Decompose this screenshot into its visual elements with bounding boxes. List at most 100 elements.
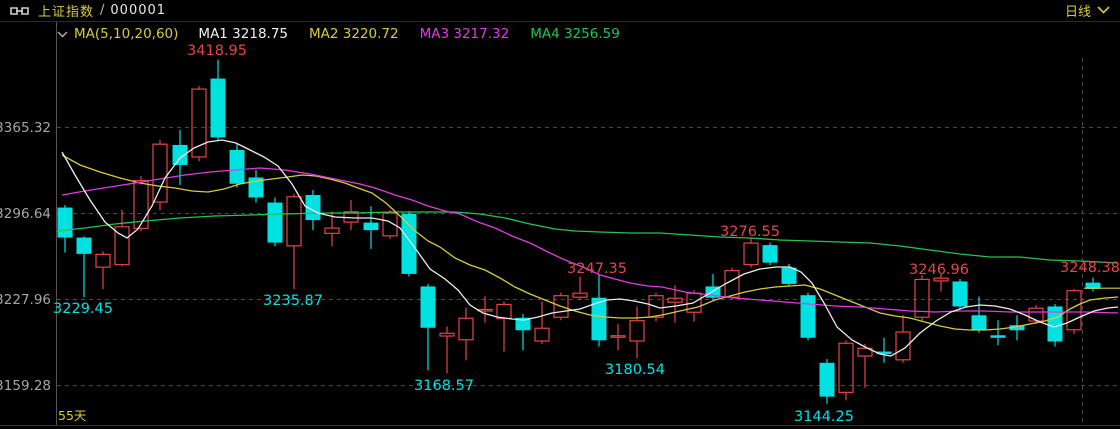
- candle-body-up: [724, 270, 740, 298]
- legend-ma2: MA2 3220.72: [309, 26, 399, 42]
- candle-body-up: [286, 196, 302, 247]
- candle-body-up: [895, 331, 911, 361]
- price-annotation: 3418.95: [187, 43, 247, 59]
- candle[interactable]: [534, 301, 550, 345]
- candle[interactable]: [743, 238, 759, 268]
- legend-group-label[interactable]: MA(5,10,20,60): [74, 26, 179, 42]
- candle-body-up: [553, 295, 569, 318]
- candle[interactable]: [458, 307, 474, 361]
- price-annotation: 3235.87: [263, 293, 323, 309]
- candle[interactable]: [876, 337, 892, 363]
- candle[interactable]: [838, 340, 854, 401]
- candle[interactable]: [363, 206, 379, 249]
- candle[interactable]: [1047, 303, 1063, 347]
- candle-body-up: [382, 212, 398, 237]
- candle[interactable]: [629, 306, 645, 359]
- candle[interactable]: [343, 200, 359, 231]
- price-annotation: 3247.35: [567, 261, 627, 277]
- candle-body-down: [971, 315, 987, 331]
- candle[interactable]: [952, 278, 968, 309]
- candle[interactable]: [439, 326, 455, 374]
- y-axis-label: 3159.28: [0, 378, 51, 394]
- candle[interactable]: [76, 236, 92, 298]
- candle-body-up: [572, 292, 588, 298]
- candle-body-down: [705, 286, 721, 298]
- candle-body-down: [1047, 306, 1063, 342]
- candle-body-down: [952, 281, 968, 307]
- candle[interactable]: [401, 211, 417, 277]
- ma-line-ma5: [61, 139, 1119, 357]
- instrument-name[interactable]: 上证指数: [38, 5, 95, 20]
- candle[interactable]: [133, 176, 149, 232]
- price-annotation: 3229.45: [53, 301, 113, 317]
- chevron-down-icon[interactable]: [1097, 3, 1110, 18]
- candle-body-down: [762, 245, 778, 263]
- candle-body-down: [210, 78, 226, 138]
- candle[interactable]: [933, 273, 949, 292]
- candle[interactable]: [191, 86, 207, 162]
- candle[interactable]: [477, 296, 493, 323]
- candle-body-up: [133, 179, 149, 229]
- candle[interactable]: [248, 169, 264, 203]
- candle-body-up: [191, 88, 207, 158]
- candle-body-down: [591, 297, 607, 341]
- candle-body-down: [267, 202, 283, 243]
- candle[interactable]: [1085, 277, 1101, 292]
- candle-body-down: [800, 295, 816, 338]
- candle[interactable]: [857, 344, 873, 388]
- candle[interactable]: [819, 359, 835, 404]
- candle[interactable]: [420, 283, 436, 371]
- candle-body-up: [439, 332, 455, 337]
- candle-body-up: [534, 327, 550, 342]
- candle[interactable]: [686, 290, 702, 322]
- legend-collapse-icon[interactable]: [57, 31, 68, 38]
- candle-body-up: [114, 226, 130, 266]
- candle[interactable]: [57, 205, 73, 253]
- candle-body-up: [914, 278, 930, 318]
- top-bar: 上证指数 / 000001 日线: [0, 0, 1120, 22]
- ma-line-ma10: [61, 154, 1119, 331]
- y-axis-label: 3296.64: [0, 206, 51, 222]
- candle-body-up: [1028, 307, 1044, 322]
- candle[interactable]: [229, 143, 245, 188]
- candle[interactable]: [1009, 315, 1025, 341]
- candle[interactable]: [572, 276, 588, 301]
- candle[interactable]: [267, 197, 283, 247]
- candle-body-up: [95, 253, 111, 268]
- candle-body-up: [857, 347, 873, 357]
- candle-body-up: [933, 277, 949, 282]
- candle-body-up: [610, 335, 626, 338]
- candle[interactable]: [895, 315, 911, 363]
- candle[interactable]: [496, 301, 512, 352]
- price-annotation: 3246.96: [909, 262, 969, 278]
- candle[interactable]: [610, 323, 626, 351]
- candle[interactable]: [286, 193, 302, 290]
- candle-body-down: [1009, 325, 1025, 331]
- candle-body-up: [629, 320, 645, 342]
- candle-body-down: [76, 237, 92, 254]
- candle-body-down: [1085, 282, 1101, 289]
- candle-body-down: [57, 207, 73, 238]
- candle[interactable]: [152, 139, 168, 211]
- candle[interactable]: [914, 275, 930, 321]
- candle[interactable]: [800, 292, 816, 341]
- candle[interactable]: [324, 211, 340, 247]
- candle[interactable]: [762, 242, 778, 266]
- candle-body-down: [420, 286, 436, 328]
- period-selector[interactable]: 日线: [1065, 1, 1110, 20]
- candle[interactable]: [648, 292, 664, 322]
- candle[interactable]: [971, 296, 987, 333]
- candle[interactable]: [210, 59, 226, 140]
- period-label[interactable]: 日线: [1064, 5, 1091, 20]
- price-annotation: 3248.38: [1060, 260, 1120, 276]
- instrument-code: 000001: [110, 3, 167, 18]
- candle[interactable]: [990, 320, 1006, 346]
- candle[interactable]: [95, 251, 111, 289]
- candle[interactable]: [553, 292, 569, 321]
- candle-body-down: [990, 335, 1006, 338]
- candle-body-up: [496, 303, 512, 320]
- link-icon[interactable]: [10, 6, 29, 16]
- candle[interactable]: [591, 274, 607, 347]
